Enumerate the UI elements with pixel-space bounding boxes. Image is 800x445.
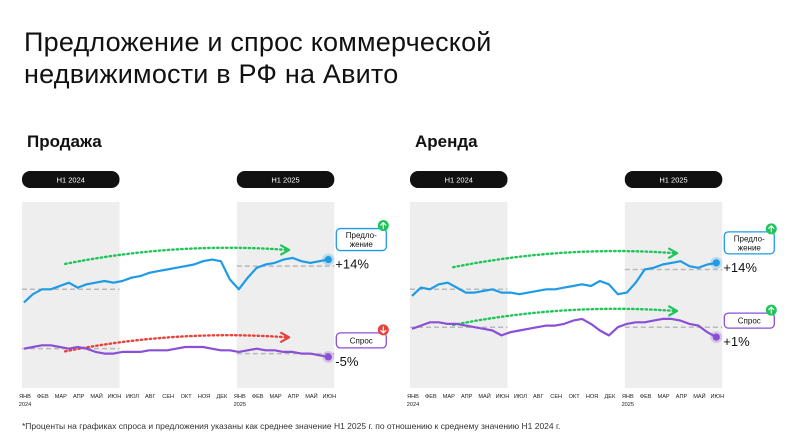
x-tick-label: ОКТ (569, 394, 581, 400)
end-marker (712, 333, 720, 341)
end-marker (324, 353, 332, 361)
x-tick-label: МАЙ (693, 392, 705, 400)
x-tick-label: АВГ (145, 394, 156, 400)
series-label-box (335, 332, 387, 349)
x-tick-label: МАР (270, 394, 282, 400)
series-line (23, 256, 329, 304)
period-band (410, 202, 508, 388)
series-label: жение (738, 243, 762, 252)
series-label: Предло- (734, 234, 765, 243)
chart-title-rent: Аренда (415, 132, 478, 151)
x-tick-label: 2024 (19, 402, 31, 408)
series-line (23, 344, 329, 358)
period-band (624, 202, 723, 388)
trend-arrow-line (63, 334, 289, 353)
series-label-box (723, 231, 775, 255)
x-tick-label: МАЙ (305, 392, 317, 400)
x-tick-label: АВГ (533, 394, 544, 400)
sale-chart: H1 2024 H1 2025 ЯНВ 2024 ФЕВ МАР АПР МАЙ ИЮН ИЮЛ А… (19, 171, 389, 408)
x-tick-label: ИЮН (710, 394, 724, 400)
trend-arrow-line (451, 249, 677, 269)
x-tick-label: 2025 (234, 402, 246, 408)
x-tick-label: ЯНВ (234, 394, 246, 400)
trend-arrow-head (668, 247, 679, 259)
page-title: Предложение и спрос коммерческой недвижи… (24, 27, 492, 89)
arrow-up-icon (768, 306, 775, 314)
end-marker (712, 259, 720, 267)
x-tick-label: ДЕК (605, 394, 617, 400)
x-tick-label: 2025 (622, 402, 634, 408)
series-change-value: -5% (335, 354, 359, 369)
chart-title-sale: Продажа (27, 132, 102, 151)
x-tick-label: МАР (443, 394, 455, 400)
x-tick-label: АПР (676, 394, 688, 400)
period-tab (236, 171, 335, 188)
rent-chart: H1 2024 H1 2025 ЯНВ 2024 ФЕВ МАР АПР МАЙ ИЮН ИЮЛ А… (407, 171, 777, 408)
period-band (236, 202, 335, 388)
series-change-value: +14% (723, 260, 757, 275)
trend-arrow-head (280, 244, 291, 256)
arrow-up-icon (768, 225, 775, 233)
x-tick-label: ДЕК (217, 394, 229, 400)
trend-arrow-line (451, 307, 677, 327)
series-label-box (335, 227, 387, 252)
period-label: H1 2025 (271, 176, 299, 185)
x-tick-label: ИЮН (322, 394, 336, 400)
x-tick-label: 2024 (407, 402, 419, 408)
series-label: Спрос (738, 317, 761, 326)
x-tick-label: СЕН (550, 394, 562, 400)
series-line (411, 317, 717, 339)
arrow-up-icon (380, 221, 387, 230)
end-marker (324, 255, 332, 264)
series-line (411, 260, 717, 297)
x-tick-label: ИЮН (496, 394, 510, 400)
period-label: H1 2024 (57, 176, 85, 185)
x-tick-label: СЕН (162, 394, 174, 400)
x-tick-label: ИЮЛ (126, 394, 139, 400)
x-tick-label: ОКТ (181, 394, 193, 400)
x-tick-label: АПР (288, 394, 300, 400)
x-tick-label: ФЕВ (640, 394, 652, 400)
x-tick-label: НОЯ (586, 394, 598, 400)
x-tick-label: ФЕВ (425, 394, 437, 400)
series-change-value: +14% (335, 257, 369, 272)
series-label-box (723, 312, 775, 329)
period-tab (410, 171, 508, 188)
x-tick-label: АПР (461, 394, 473, 400)
period-label: H1 2025 (659, 176, 687, 185)
period-tab (624, 171, 723, 188)
x-tick-label: ЯНВ (407, 394, 419, 400)
series-label: Спрос (350, 336, 373, 345)
series-label: Предло- (346, 231, 377, 240)
x-tick-label: МАЙ (478, 392, 490, 400)
series-change-value: +1% (723, 334, 750, 349)
period-label: H1 2024 (445, 176, 473, 185)
footnote: *Проценты на графиках спроса и предложен… (22, 421, 561, 431)
x-tick-label: ИЮЛ (514, 394, 527, 400)
x-tick-label: НОЯ (198, 394, 210, 400)
x-tick-label: ИЮН (108, 394, 122, 400)
trend-arrow-head (668, 305, 679, 317)
arrow-down-icon (380, 326, 387, 334)
period-band (22, 202, 120, 388)
x-tick-label: МАР (55, 394, 67, 400)
x-tick-label: ФЕВ (37, 394, 49, 400)
x-tick-label: МАЙ (90, 392, 102, 400)
x-tick-label: ЯНВ (19, 394, 31, 400)
x-tick-label: МАР (658, 394, 670, 400)
x-tick-label: ЯНВ (622, 394, 634, 400)
series-label: жение (350, 240, 374, 249)
trend-arrow-head (280, 331, 291, 343)
x-tick-label: АПР (73, 394, 85, 400)
trend-arrow-line (63, 246, 289, 266)
period-tab (22, 171, 120, 188)
x-tick-label: ФЕВ (252, 394, 264, 400)
